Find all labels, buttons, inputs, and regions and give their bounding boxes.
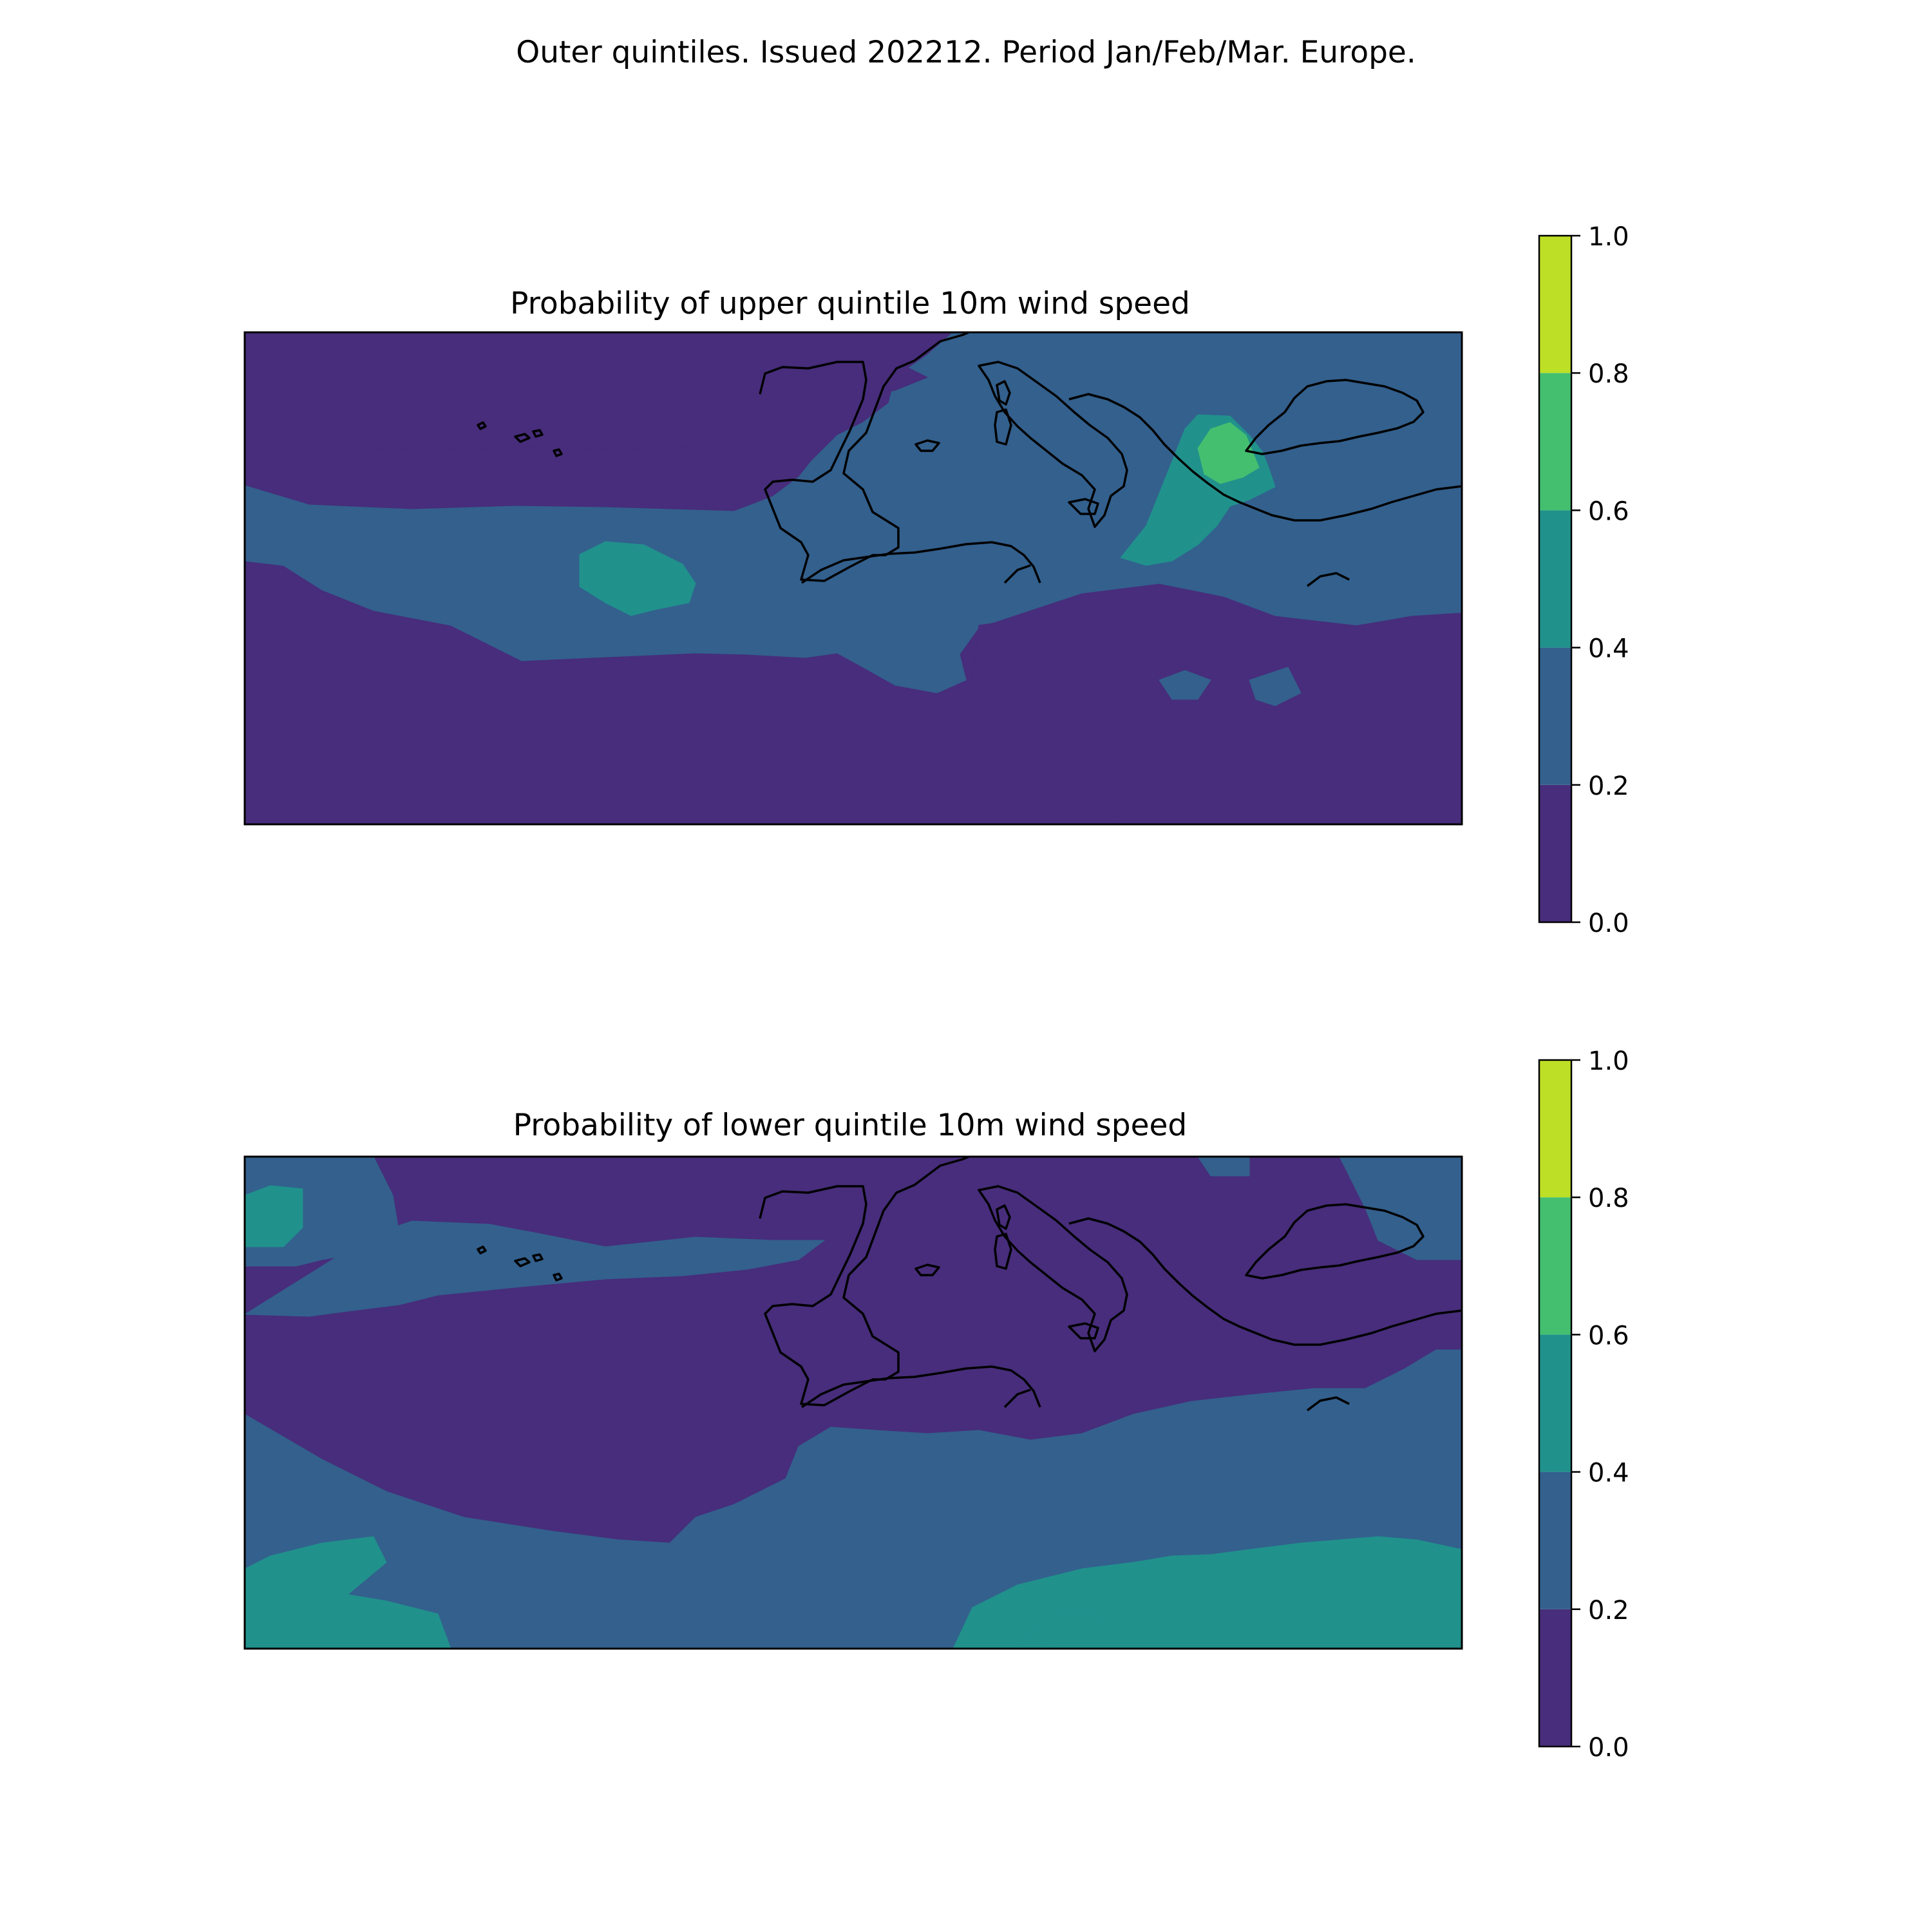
upper-contour-region (245, 332, 793, 452)
upper-colorbar-tick-label: 0.0 (1588, 909, 1629, 938)
lower-colorbar-tick-label: 1.0 (1588, 1046, 1629, 1076)
upper-map-frame (243, 331, 1463, 826)
upper-contour-region (721, 332, 929, 430)
lower-colorbar-segment (1539, 1609, 1571, 1747)
upper-colorbar-segment (1539, 373, 1571, 511)
upper-colorbar-tick-label: 0.2 (1588, 772, 1629, 801)
upper-colorbar-segment (1539, 784, 1571, 922)
upper-contour-region (1197, 422, 1260, 484)
lower-contour-region (1197, 1157, 1250, 1177)
lower-colorbar-tick-label: 0.2 (1588, 1596, 1629, 1625)
upper-probability-field (245, 332, 1462, 824)
lower-contour-region (1016, 1610, 1108, 1649)
lower-map-panel: 0.0 0.2 0.4 0.6 0.8 1.0 (243, 1046, 1629, 1763)
lower-contour-region (245, 1220, 826, 1317)
lower-colorbar: 0.0 0.2 0.4 0.6 0.8 1.0 (1538, 1046, 1629, 1763)
lower-colorbar-segment (1539, 1334, 1571, 1472)
upper-contour-region (1159, 670, 1211, 700)
lower-colorbar-segment (1539, 1060, 1571, 1198)
upper-colorbar-tick-label: 1.0 (1588, 222, 1629, 252)
upper-colorbar: 0.0 0.2 0.4 0.6 0.8 1.0 (1538, 222, 1629, 938)
lower-colorbar-tick-label: 0.8 (1588, 1184, 1629, 1213)
upper-panel-title: Probability of upper quintile 10m wind s… (510, 286, 1190, 321)
upper-colorbar-tick-label: 0.4 (1588, 634, 1629, 664)
upper-colorbar-segment (1539, 510, 1571, 648)
lower-probability-field (245, 1157, 1462, 1649)
lower-colorbar-tick-label: 0.4 (1588, 1459, 1629, 1488)
lower-colorbar-tick-label: 0.0 (1588, 1733, 1629, 1763)
lower-contour-region (245, 1185, 303, 1247)
figure-title: Outer quintiles. Issued 202212. Period J… (516, 35, 1416, 70)
lower-contour-region (245, 1536, 451, 1649)
upper-colorbar-segment (1539, 647, 1571, 785)
upper-contour-region (1113, 615, 1462, 824)
upper-map-panel: 0.0 0.2 0.4 0.6 0.8 1.0 (243, 222, 1629, 938)
lower-colorbar-frame (1538, 1059, 1573, 1748)
upper-contour-region (972, 596, 1237, 732)
lower-map-frame (243, 1155, 1463, 1650)
upper-colorbar-frame (1538, 234, 1573, 923)
lower-colorbar-segment (1539, 1472, 1571, 1609)
upper-contour-region (1249, 667, 1302, 706)
lower-contour-region (1339, 1157, 1462, 1260)
lower-panel-title: Probability of lower quintile 10m wind s… (513, 1108, 1188, 1143)
upper-contour-region (579, 541, 696, 616)
upper-colorbar-tick-label: 0.8 (1588, 359, 1629, 389)
lower-colorbar-tick-label: 0.6 (1588, 1321, 1629, 1350)
lower-colorbar-segment (1539, 1197, 1571, 1335)
upper-colorbar-tick-label: 0.6 (1588, 497, 1629, 526)
upper-colorbar-segment (1539, 236, 1571, 374)
